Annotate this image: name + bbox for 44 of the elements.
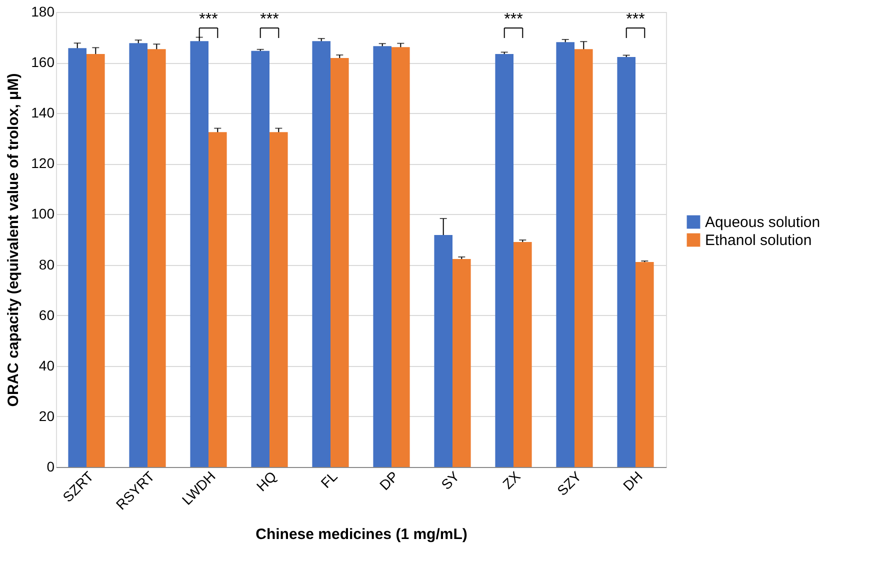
y-tick-label: 120	[31, 155, 55, 172]
bar	[270, 132, 288, 467]
y-tick-label: 20	[38, 408, 55, 424]
bar	[68, 48, 86, 467]
bar	[86, 54, 105, 467]
bar	[251, 50, 270, 467]
y-tick-label: 160	[31, 54, 55, 70]
bar	[373, 46, 392, 467]
annotation: ***	[504, 11, 523, 28]
bar	[452, 258, 471, 467]
bar	[190, 41, 208, 467]
x-axis-title: Chinese medicines (1 mg/mL)	[256, 526, 468, 543]
y-tick-label: 140	[31, 104, 55, 121]
legend-label: Aqueous solution	[705, 214, 820, 231]
bar	[392, 47, 410, 467]
bar	[495, 54, 514, 467]
x-tick-label: ZX	[499, 468, 524, 492]
bar	[434, 234, 452, 467]
bar	[208, 132, 227, 467]
annotation: ***	[199, 11, 218, 28]
bar	[556, 42, 574, 467]
y-tick-label: 0	[46, 458, 55, 474]
bar	[330, 58, 349, 467]
x-tick-label: DP	[376, 468, 402, 494]
y-tick-label: 100	[31, 206, 55, 222]
y-axis-title: ORAC capacity (equivalent value of trolox, μM)	[5, 73, 22, 407]
bar	[514, 242, 532, 467]
bar	[617, 56, 636, 467]
x-tick-label: DH	[620, 468, 646, 494]
x-tick-label: SY	[438, 468, 463, 493]
bar	[129, 43, 148, 467]
y-tick-label: 40	[38, 357, 55, 374]
bar	[312, 41, 330, 467]
bar	[148, 49, 166, 467]
legend-label: Ethanol solution	[705, 232, 812, 249]
y-tick-label: 180	[31, 4, 55, 20]
annotation: ***	[260, 11, 279, 28]
bar	[574, 49, 593, 467]
y-tick-label: 80	[38, 256, 55, 272]
x-tick-label: FL	[318, 468, 341, 491]
y-tick-label: 60	[38, 306, 55, 323]
annotation: ***	[626, 11, 645, 28]
x-tick-label: HQ	[253, 468, 280, 494]
bar	[636, 262, 654, 467]
